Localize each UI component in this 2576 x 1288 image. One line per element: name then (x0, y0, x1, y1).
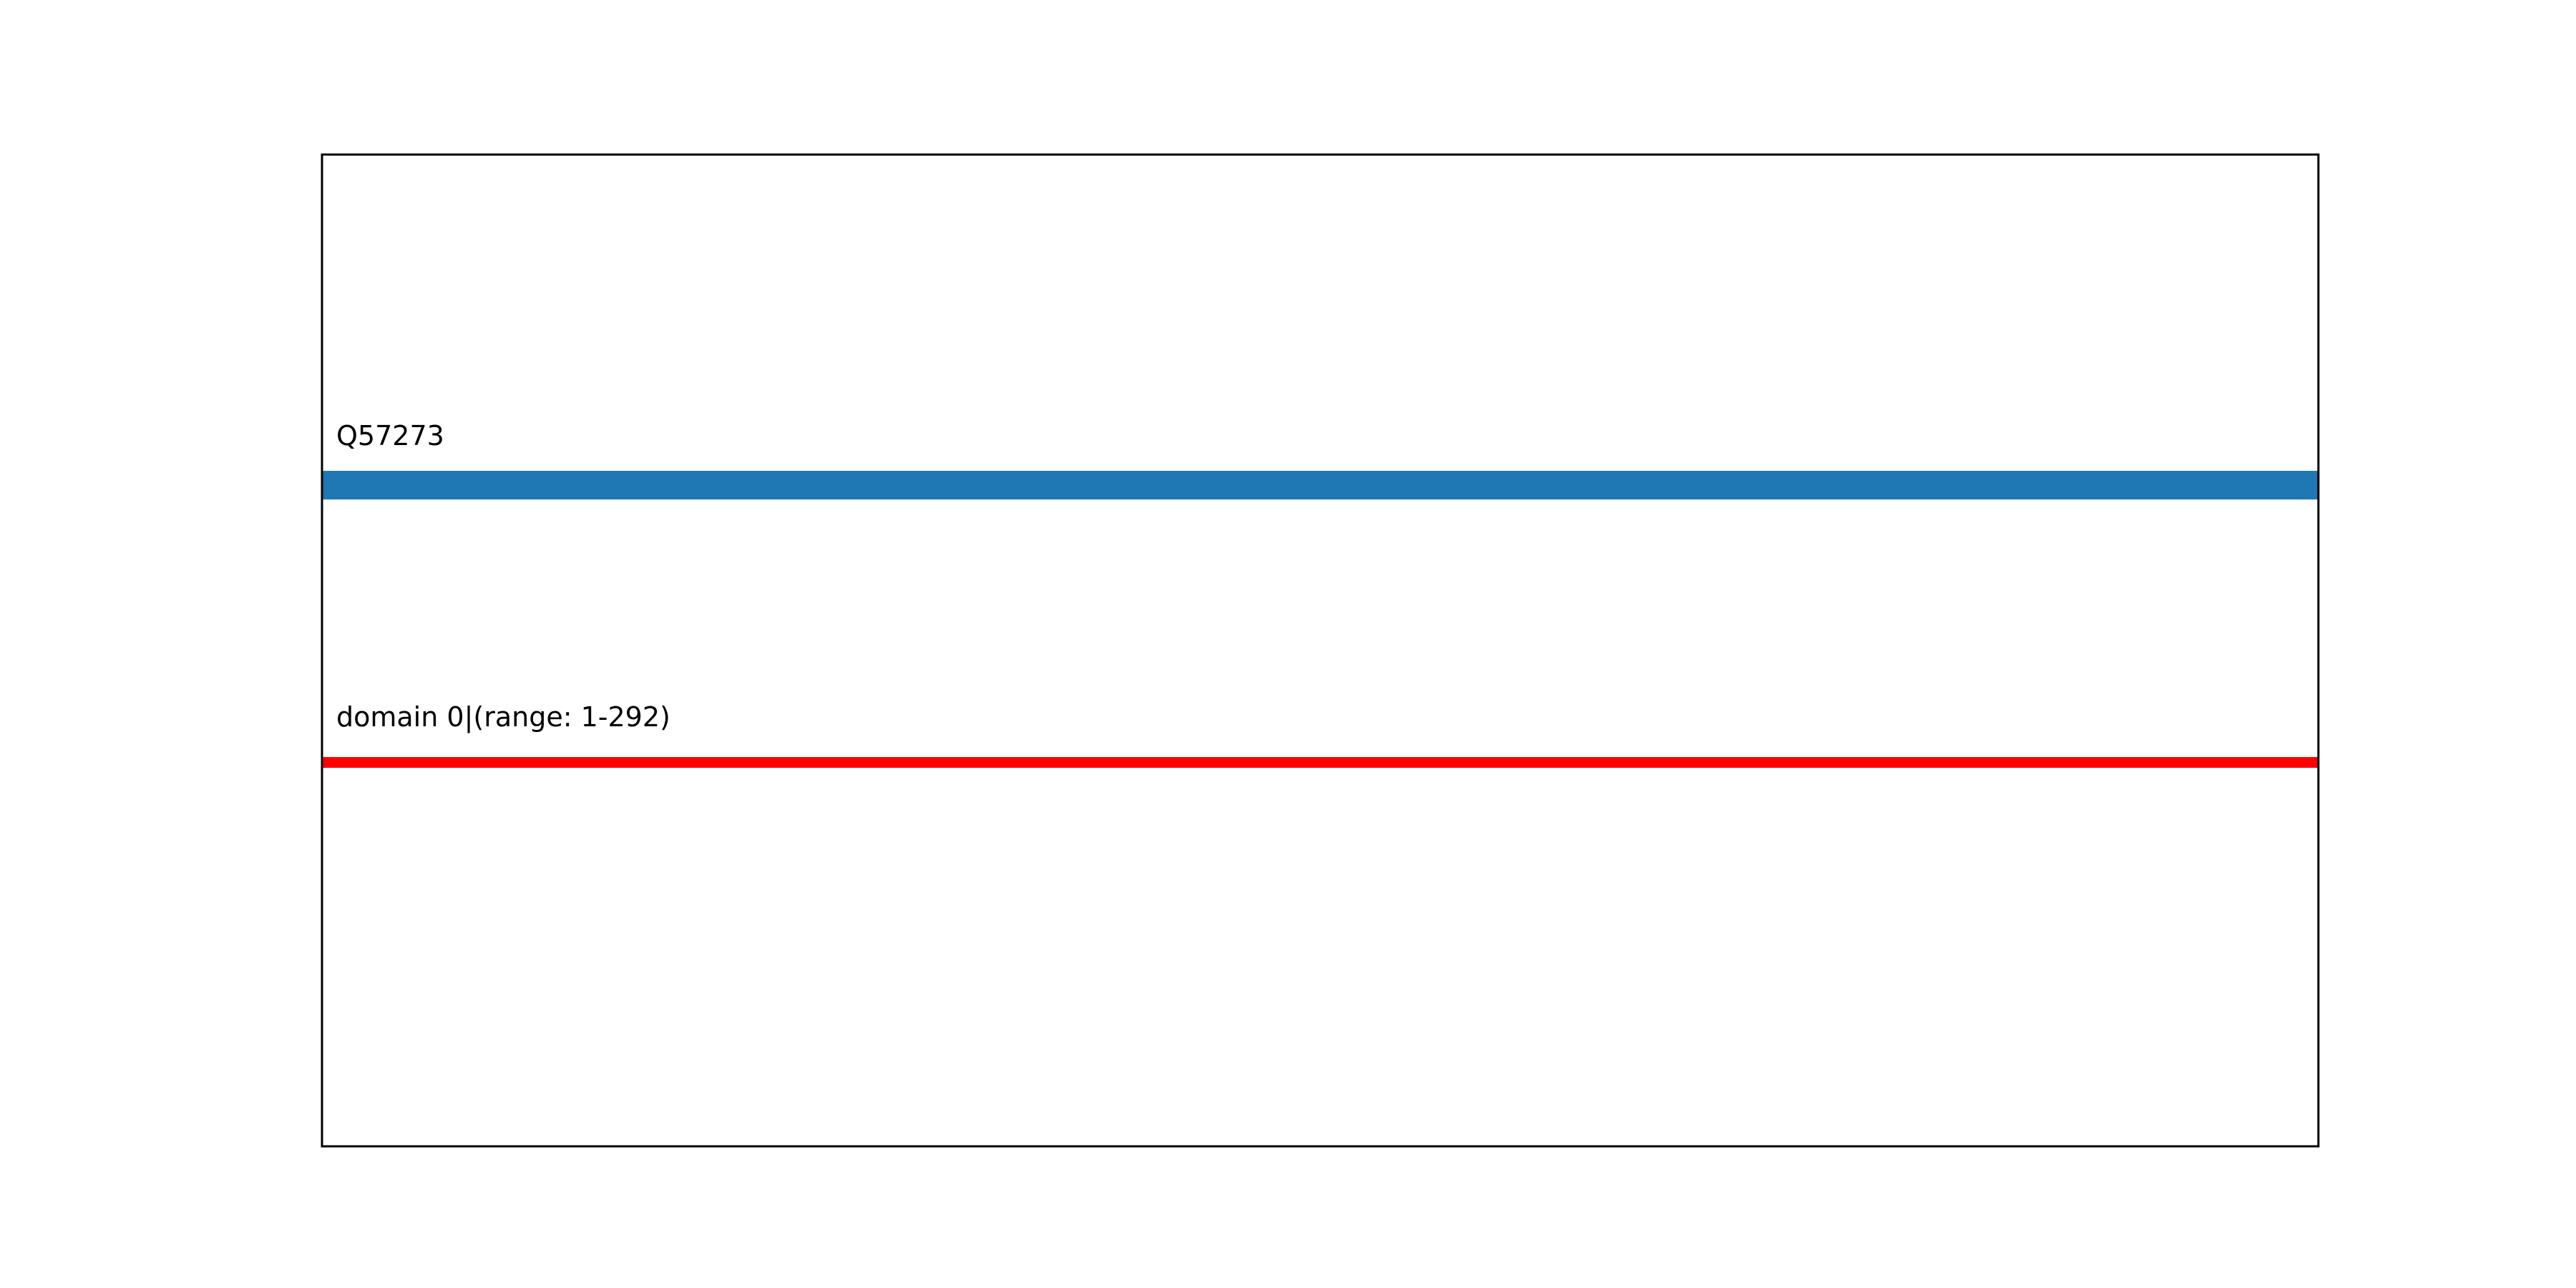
domain-track-label: domain 0|(range: 1-292) (336, 701, 670, 733)
protein-track-label: Q57273 (336, 420, 444, 452)
plot-frame (321, 153, 2320, 1148)
domain-track-bar (323, 757, 2318, 768)
tracks-group: Q57273 domain 0|(range: 1-292) (323, 420, 2318, 768)
protein-track-bar (323, 471, 2318, 499)
